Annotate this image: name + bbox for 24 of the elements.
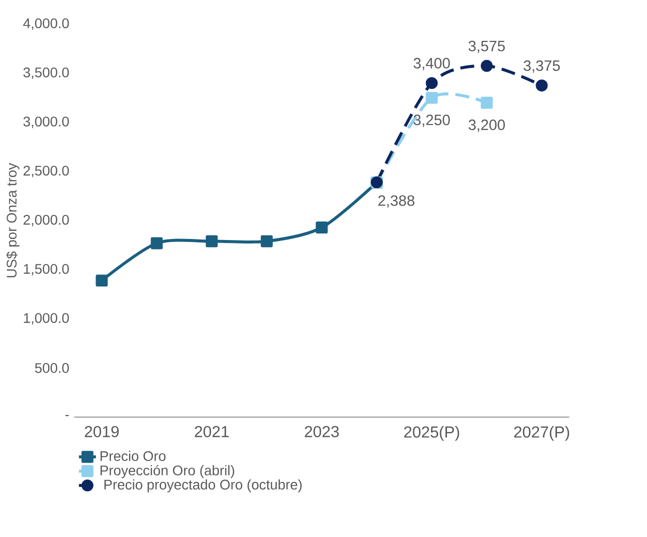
legend-label: Proyección Oro (abril)	[100, 464, 234, 478]
x-tick-label: 2027(P)	[514, 426, 570, 441]
legend-label: Precio Oro	[100, 450, 166, 462]
data-label: 3,375	[524, 60, 560, 73]
y-tick-label: 2,000.0	[24, 214, 69, 226]
data-label: 2,388	[378, 195, 414, 208]
data-label: 3,200	[468, 120, 505, 132]
y-axis-title: US$ por Onza troy	[6, 162, 20, 278]
y-tick-label: 4,000.0	[23, 18, 69, 30]
y-tick-label: 1,500.0	[24, 264, 69, 276]
x-tick-label: 2023	[304, 426, 339, 438]
data-label: 3,575	[468, 40, 505, 54]
y-tick-label: 500.0	[35, 363, 69, 373]
data-label: 3,250	[414, 114, 450, 127]
y-tick-label: 3,500.0	[23, 67, 69, 80]
x-tick-label: 2021	[194, 426, 229, 438]
y-tick-label: 3,000.0	[23, 116, 69, 128]
legend-label: Precio proyectado Oro (octubre)	[104, 479, 302, 492]
x-tick-label: 2019	[84, 426, 119, 438]
y-tick-label: 2,500.0	[24, 166, 69, 178]
y-tick-label: 1,000.0	[24, 313, 69, 325]
x-tick-label: 2025(P)	[404, 426, 460, 441]
data-label: 3,400	[414, 58, 450, 70]
y-tick-label: -	[65, 414, 69, 416]
